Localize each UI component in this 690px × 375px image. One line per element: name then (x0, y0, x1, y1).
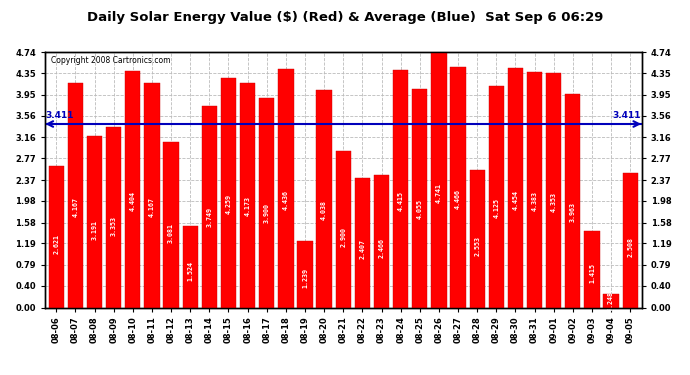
Bar (393, 70, 408, 308)
Bar (259, 98, 275, 308)
Text: 3.411: 3.411 (46, 111, 75, 120)
Bar (489, 86, 504, 308)
Text: 3.191: 3.191 (92, 220, 97, 240)
Text: 0.248: 0.248 (608, 291, 614, 312)
Text: 4.454: 4.454 (513, 190, 518, 210)
Text: 3.900: 3.900 (264, 203, 270, 223)
Text: 3.081: 3.081 (168, 223, 174, 243)
Text: 2.900: 2.900 (340, 227, 346, 247)
Bar (106, 127, 121, 308)
Bar (240, 83, 255, 308)
Bar (565, 94, 580, 308)
Text: 3.411: 3.411 (612, 111, 641, 120)
Bar (412, 89, 427, 308)
Text: 2.508: 2.508 (627, 237, 633, 257)
Text: 2.621: 2.621 (53, 234, 59, 254)
Bar (451, 67, 466, 308)
Text: 2.407: 2.407 (359, 239, 366, 259)
Text: Daily Solar Energy Value ($) (Red) & Average (Blue)  Sat Sep 6 06:29: Daily Solar Energy Value ($) (Red) & Ave… (87, 11, 603, 24)
Bar (355, 178, 370, 308)
Bar (546, 74, 562, 308)
Text: 2.553: 2.553 (474, 236, 480, 256)
Text: 1.524: 1.524 (187, 261, 193, 280)
Bar (49, 166, 64, 308)
Text: 1.415: 1.415 (589, 263, 595, 283)
Bar (317, 90, 332, 308)
Bar (431, 53, 446, 308)
Bar (508, 68, 523, 308)
Bar (374, 175, 389, 308)
Bar (68, 83, 83, 308)
Bar (469, 170, 485, 308)
Text: 4.038: 4.038 (321, 200, 327, 220)
Bar (87, 136, 102, 308)
Text: 4.353: 4.353 (551, 192, 557, 212)
Bar (125, 70, 141, 308)
Text: 4.383: 4.383 (531, 191, 538, 211)
Bar (164, 142, 179, 308)
Text: 3.749: 3.749 (206, 207, 213, 227)
Bar (527, 72, 542, 308)
Text: 4.404: 4.404 (130, 191, 136, 211)
Text: 3.963: 3.963 (570, 201, 576, 222)
Bar (221, 78, 236, 308)
Text: 2.466: 2.466 (379, 238, 384, 258)
Text: 3.353: 3.353 (110, 216, 117, 236)
Text: 4.259: 4.259 (226, 194, 232, 214)
Bar (183, 225, 198, 308)
Text: 1.239: 1.239 (302, 267, 308, 288)
Text: 4.167: 4.167 (72, 196, 79, 217)
Bar (622, 172, 638, 308)
Bar (584, 231, 600, 308)
Text: 4.466: 4.466 (455, 189, 461, 209)
Text: 4.436: 4.436 (283, 190, 289, 210)
Bar (201, 106, 217, 308)
Text: Copyright 2008 Cartronics.com: Copyright 2008 Cartronics.com (51, 56, 170, 65)
Bar (335, 152, 351, 308)
Bar (297, 241, 313, 308)
Text: 4.167: 4.167 (149, 196, 155, 217)
Text: 4.741: 4.741 (436, 183, 442, 203)
Text: 4.125: 4.125 (493, 198, 500, 217)
Text: 4.415: 4.415 (397, 190, 404, 211)
Bar (278, 69, 293, 308)
Text: 4.055: 4.055 (417, 200, 423, 219)
Bar (604, 294, 619, 307)
Bar (144, 83, 159, 308)
Text: 4.173: 4.173 (245, 196, 250, 216)
